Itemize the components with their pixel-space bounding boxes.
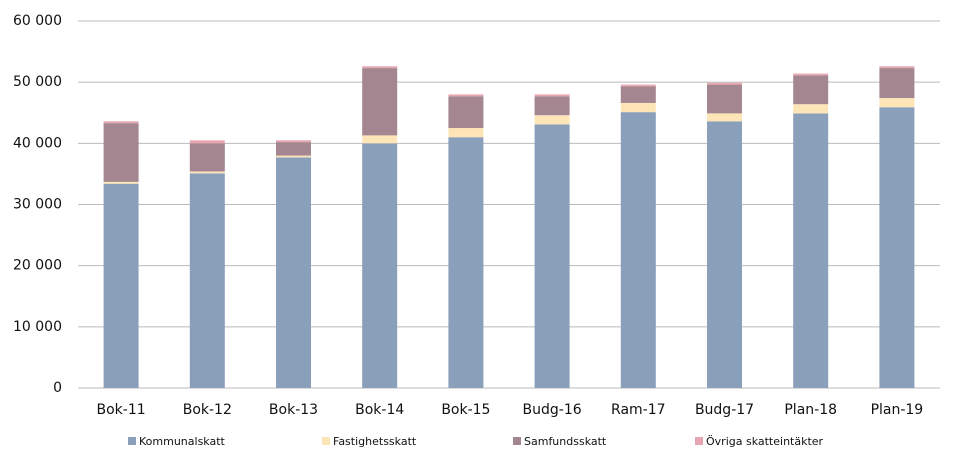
- bar-segment: [448, 128, 484, 138]
- y-tick-label: 30 000: [13, 197, 62, 213]
- y-tick-label: 0: [53, 380, 62, 396]
- bar-segment: [620, 86, 656, 103]
- bar-segment: [707, 82, 742, 85]
- legend-label: Övriga skatteintäkter: [706, 435, 824, 448]
- bar-segment: [879, 98, 915, 108]
- bar-segment: [276, 157, 311, 388]
- x-tick-label: Plan-19: [871, 402, 924, 418]
- bar-segment: [707, 84, 742, 114]
- bar-segment: [707, 121, 742, 389]
- bar-segment: [103, 121, 139, 124]
- legend-label: Kommunalskatt: [139, 435, 226, 448]
- bar-segment: [620, 102, 656, 113]
- x-tick-label: Budg-16: [523, 402, 582, 418]
- bar-segment: [707, 113, 742, 122]
- legend-label: Samfundsskatt: [524, 435, 607, 448]
- bar-segment: [534, 124, 570, 388]
- bar-segment: [534, 115, 570, 125]
- x-tick-label: Ram-17: [611, 402, 666, 418]
- y-tick-label: 10 000: [13, 319, 62, 335]
- bar-segment: [103, 181, 139, 184]
- bar-segment: [534, 94, 570, 97]
- bar-segment: [879, 66, 915, 69]
- x-tick-label: Bok-13: [269, 402, 318, 418]
- bar-segment: [103, 123, 139, 182]
- bar-segment: [448, 94, 484, 97]
- x-tick-label: Bok-11: [97, 402, 146, 418]
- x-tick-label: Plan-18: [784, 402, 837, 418]
- y-tick-label: 60 000: [13, 13, 62, 29]
- legend-swatch: [128, 437, 136, 445]
- bar-segment: [793, 113, 829, 388]
- legend-label: Fastighetsskatt: [333, 435, 417, 448]
- bar-segment: [620, 112, 656, 388]
- y-tick-label: 20 000: [13, 258, 62, 274]
- bar-segment: [189, 140, 225, 144]
- bar-segment: [276, 155, 311, 158]
- x-tick-label: Budg-17: [695, 402, 754, 418]
- x-tick-label: Bok-12: [183, 402, 232, 418]
- bar-segment: [448, 96, 484, 129]
- bar-segment: [620, 84, 656, 87]
- bar-segment: [448, 137, 484, 388]
- bar-segment: [879, 107, 915, 389]
- bar-segment: [362, 68, 398, 136]
- bar-segment: [103, 183, 139, 388]
- bar-segment: [276, 140, 311, 143]
- bar-segment: [362, 66, 398, 69]
- x-tick-label: Bok-15: [441, 402, 490, 418]
- x-tick-label: Bok-14: [355, 402, 404, 418]
- bar-segment: [362, 143, 398, 388]
- bar-segment: [793, 73, 829, 76]
- bar-segment: [879, 68, 915, 99]
- legend-swatch: [513, 437, 521, 445]
- bar-segment: [793, 75, 829, 105]
- bar-segment: [189, 171, 225, 174]
- legend-swatch: [695, 437, 703, 445]
- bar-segment: [189, 173, 225, 388]
- bar-segment: [362, 135, 398, 144]
- y-tick-label: 50 000: [13, 74, 62, 90]
- legend-swatch: [322, 437, 330, 445]
- bar-segment: [276, 142, 311, 156]
- bar-segment: [189, 143, 225, 172]
- y-tick-label: 40 000: [13, 135, 62, 151]
- bar-segment: [534, 96, 570, 116]
- bar-segment: [793, 104, 829, 114]
